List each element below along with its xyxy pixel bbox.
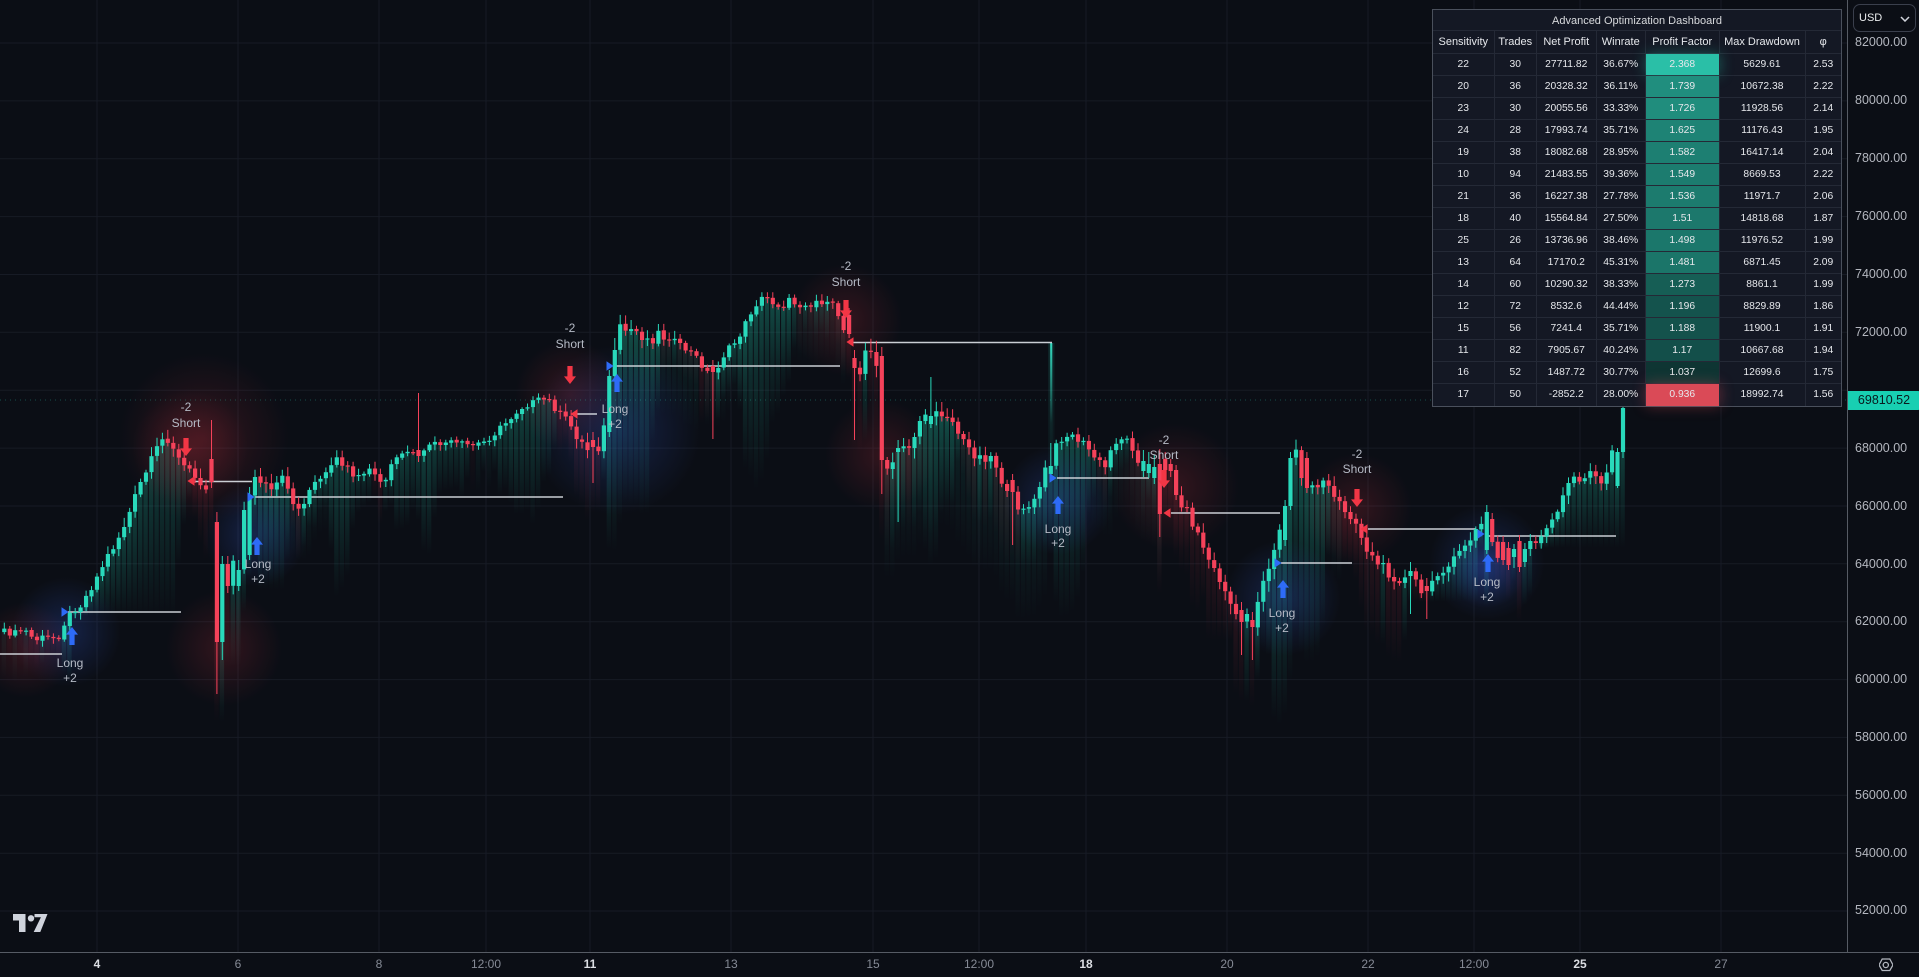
- svg-text:+2: +2: [1275, 621, 1289, 635]
- svg-text:Long: Long: [1269, 606, 1296, 620]
- svg-text:-2: -2: [1352, 447, 1363, 461]
- svg-text:-2: -2: [1159, 433, 1170, 447]
- svg-text:Short: Short: [1343, 462, 1372, 476]
- svg-text:-2: -2: [565, 321, 576, 335]
- svg-text:+2: +2: [63, 671, 77, 685]
- svg-text:Long: Long: [602, 402, 629, 416]
- svg-text:+2: +2: [1051, 536, 1065, 550]
- svg-text:Long: Long: [245, 557, 272, 571]
- svg-text:-2: -2: [841, 259, 852, 273]
- svg-text:-2: -2: [181, 400, 192, 414]
- svg-text:Short: Short: [832, 275, 861, 289]
- svg-text:Short: Short: [556, 337, 585, 351]
- svg-text:Short: Short: [1150, 448, 1179, 462]
- svg-text:Long: Long: [1045, 522, 1072, 536]
- svg-text:+2: +2: [608, 417, 622, 431]
- svg-text:Short: Short: [172, 416, 201, 430]
- svg-text:Long: Long: [1474, 575, 1501, 589]
- svg-text:Long: Long: [57, 656, 84, 670]
- svg-text:+2: +2: [251, 572, 265, 586]
- svg-text:+2: +2: [1480, 590, 1494, 604]
